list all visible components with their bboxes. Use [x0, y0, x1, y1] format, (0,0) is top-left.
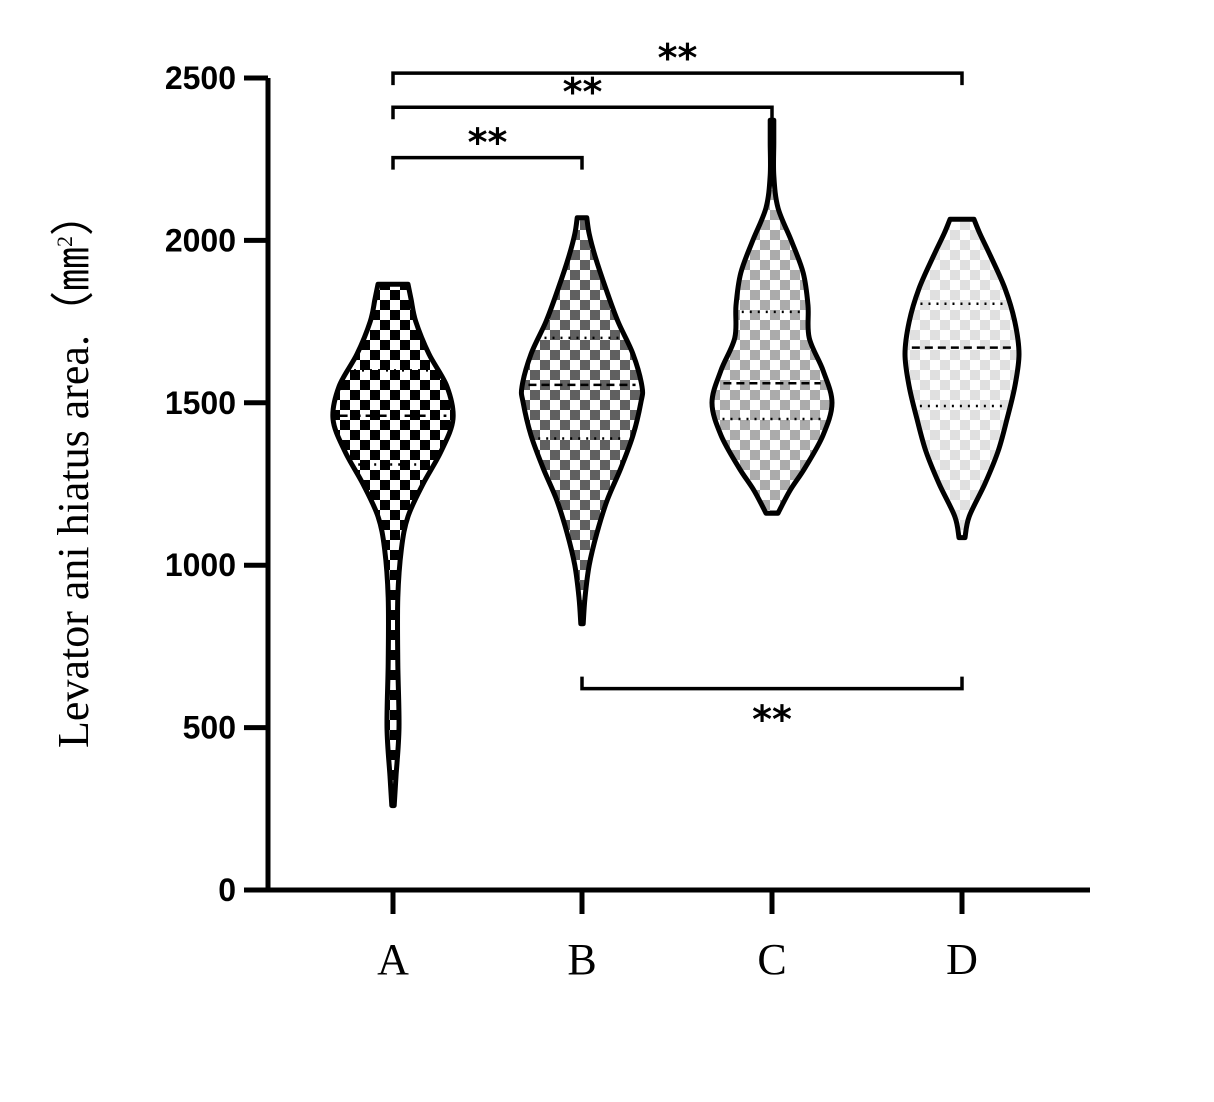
violin-d: [902, 216, 1022, 541]
axes: [265, 78, 1090, 893]
x-ticks: A B C D: [377, 890, 978, 984]
y-axis-label-close: ）: [49, 192, 98, 236]
x-tick-label: A: [377, 935, 409, 984]
y-axis-label-superscript: 2: [52, 236, 77, 247]
y-tick-label: 1500: [165, 385, 236, 421]
y-axis-label-main: Levator ani hiatus area.（㎜: [49, 247, 98, 748]
y-ticks: 0 500 1000 1500 2000 2500: [165, 60, 268, 908]
y-axis-label: Levator ani hiatus area.（㎜2）: [49, 192, 98, 748]
significance-bracket-a-c: [391, 105, 774, 120]
violin-c: [709, 117, 835, 516]
y-tick-label: 0: [218, 872, 236, 908]
y-tick-label: 500: [183, 710, 236, 746]
y-tick-label: 2500: [165, 60, 236, 96]
significance-label-b-d: **: [752, 698, 792, 742]
violin-group: [330, 117, 1022, 809]
significance-label-a-b: **: [468, 121, 508, 165]
significance-bracket-b-d: [580, 676, 964, 691]
significance-bracket-a-b: [391, 155, 584, 170]
significance-label-a-d: **: [658, 36, 698, 80]
x-tick-label: C: [757, 935, 786, 984]
y-tick-label: 1000: [165, 547, 236, 583]
x-tick-label: B: [567, 935, 596, 984]
significance-label-a-c: **: [563, 70, 603, 114]
violin-b: [518, 215, 646, 627]
violin-a: [330, 281, 456, 809]
significance-bracket-a-d: [391, 71, 964, 86]
x-tick-label: D: [946, 935, 978, 984]
significance-brackets: ** ** ** **: [391, 36, 964, 742]
y-tick-label: 2000: [165, 222, 236, 258]
